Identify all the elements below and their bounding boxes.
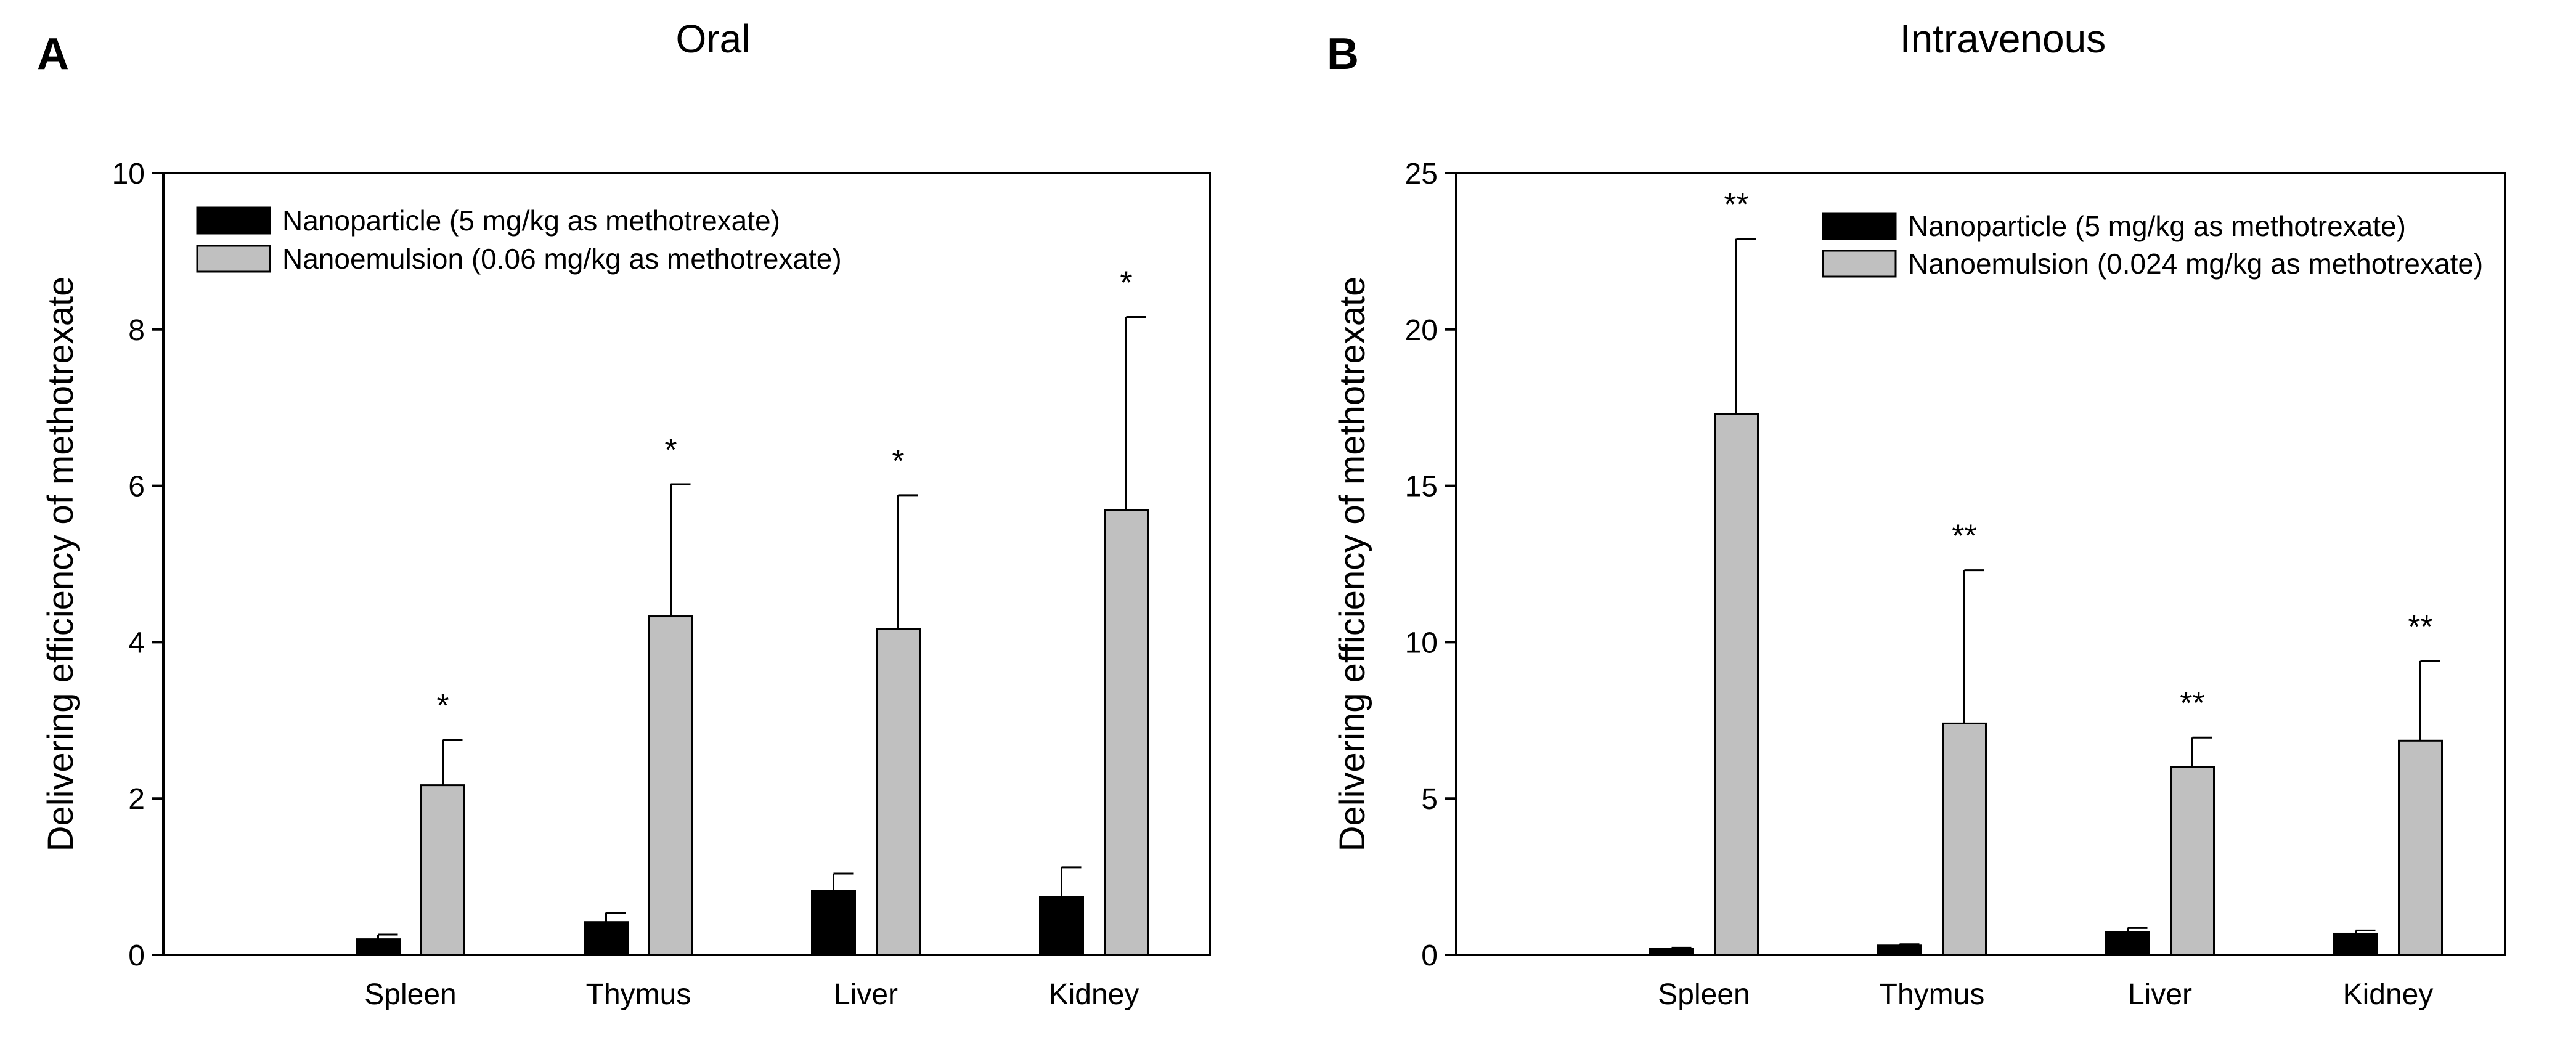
bar-nanoparticle-thymus: [584, 921, 629, 956]
bar-nanoparticle-spleen: [1649, 948, 1694, 956]
category-label: Liver: [2128, 978, 2192, 1011]
bar-nanoemulsion-thymus: [1942, 722, 1987, 956]
y-axis-label: Delivering efficiency of methotrexate: [1332, 277, 1372, 852]
y-axis-label: Delivering efficiency of methotrexate: [41, 277, 81, 852]
significance-marker: **: [1952, 519, 1976, 554]
chart-title: Oral: [676, 17, 751, 61]
y-tick-label: 4: [128, 627, 145, 659]
bar-nanoparticle-kidney: [2333, 932, 2378, 956]
legend-swatch: [1822, 250, 1897, 278]
bar-nanoemulsion-liver: [876, 628, 921, 956]
legend-label: Nanoparticle (5 mg/kg as methotrexate): [1908, 210, 2406, 242]
significance-marker: *: [436, 688, 449, 724]
panel-letter: B: [1327, 30, 1359, 79]
legend-label: Nanoparticle (5 mg/kg as methotrexate): [282, 205, 780, 237]
bar-nanoemulsion-thymus: [648, 615, 693, 956]
y-tick-label: 25: [1405, 158, 1438, 190]
category-label: Liver: [834, 978, 898, 1011]
significance-marker: *: [892, 444, 904, 479]
chart-title: Intravenous: [1900, 17, 2106, 61]
category-label: Kidney: [2343, 978, 2434, 1011]
y-tick-label: 15: [1405, 471, 1438, 503]
significance-marker: **: [1724, 187, 1748, 223]
category-label: Thymus: [586, 978, 691, 1011]
y-tick-label: 5: [1421, 783, 1438, 816]
legend-swatch: [196, 206, 271, 235]
significance-marker: **: [2180, 686, 2204, 721]
y-tick-label: 8: [128, 314, 145, 347]
bar-nanoemulsion-spleen: [420, 784, 465, 956]
category-label: Spleen: [364, 978, 456, 1011]
bar-nanoparticle-kidney: [1039, 896, 1084, 956]
bar-nanoparticle-thymus: [1877, 944, 1922, 956]
significance-marker: *: [664, 432, 677, 468]
bar-nanoparticle-liver: [2105, 931, 2150, 956]
legend-swatch: [196, 245, 271, 273]
bar-nanoparticle-spleen: [356, 938, 401, 956]
panel-a: A Oral 0 2 4 6 8 10 Delivering efficiency of met…: [37, 17, 1211, 1011]
y-tick-label: 10: [112, 158, 145, 190]
category-label: Kidney: [1049, 978, 1139, 1011]
significance-marker: **: [2408, 609, 2432, 645]
y-tick-label: 0: [128, 939, 145, 972]
bar-nanoemulsion-kidney: [2398, 739, 2443, 956]
legend-label: Nanoemulsion (0.024 mg/kg as methotrexat…: [1908, 248, 2483, 280]
category-label: Spleen: [1658, 978, 1750, 1011]
panel-letter: A: [37, 30, 69, 79]
category-label: Thymus: [1880, 978, 1985, 1011]
bar-nanoemulsion-liver: [2170, 766, 2215, 956]
bar-nanoemulsion-spleen: [1714, 413, 1759, 956]
y-tick-label: 20: [1405, 314, 1438, 347]
y-tick-label: 6: [128, 471, 145, 503]
panel-b: B Intravenous 0 5 10 15 20 25 Delivering efficie…: [1327, 17, 2506, 1011]
bar-nanoemulsion-kidney: [1104, 509, 1149, 956]
legend: Nanoparticle (5 mg/kg as methotrexate) Na…: [196, 205, 842, 275]
y-tick-label: 0: [1421, 939, 1438, 972]
legend: Nanoparticle (5 mg/kg as methotrexate) Na…: [1822, 210, 2483, 280]
y-tick-label: 2: [128, 783, 145, 816]
significance-marker: *: [1120, 265, 1132, 301]
legend-swatch: [1822, 212, 1897, 240]
legend-label: Nanoemulsion (0.06 mg/kg as methotrexate…: [282, 243, 842, 275]
bar-nanoparticle-liver: [811, 890, 856, 956]
y-tick-label: 10: [1405, 627, 1438, 659]
